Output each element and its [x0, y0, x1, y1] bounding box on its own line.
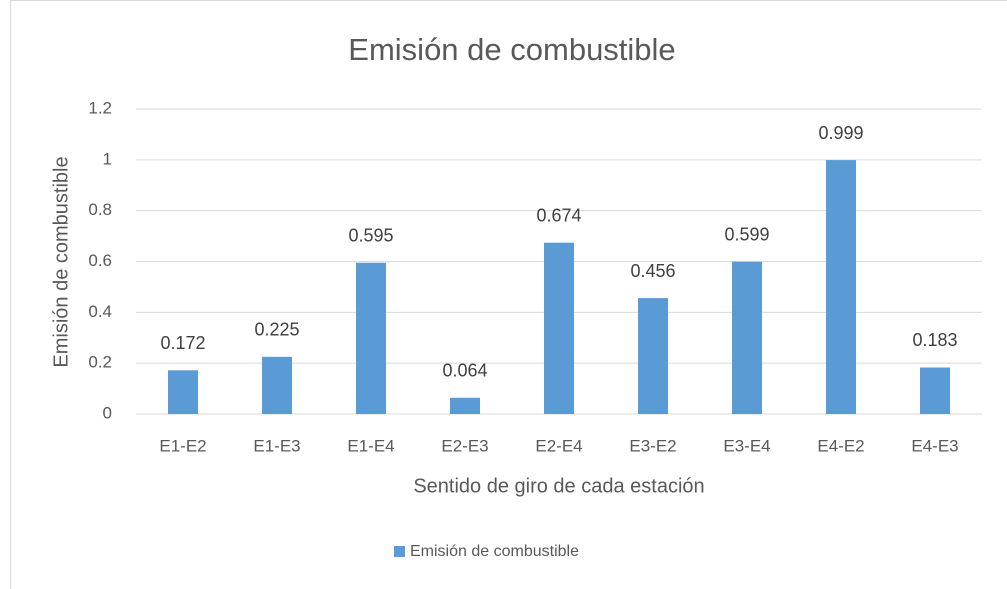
data-label: 0.225 — [254, 320, 299, 340]
data-label: 0.674 — [536, 205, 581, 225]
x-tick-label: E4-E3 — [911, 436, 958, 455]
y-tick-label: 0.6 — [88, 251, 112, 270]
bar — [544, 242, 574, 414]
x-tick-label: E3-E4 — [723, 436, 770, 455]
y-tick-label: 0.2 — [88, 353, 112, 372]
data-label: 0.599 — [724, 225, 769, 245]
data-label: 0.064 — [442, 360, 487, 380]
bar — [450, 397, 480, 414]
bar — [356, 262, 386, 414]
data-label: 0.999 — [818, 123, 863, 143]
data-label: 0.172 — [160, 333, 205, 353]
y-tick-label: 1 — [103, 149, 112, 168]
bar — [732, 261, 762, 414]
x-tick-label: E4-E2 — [817, 436, 864, 455]
x-tick-label: E2-E3 — [441, 436, 488, 455]
x-axis-label: Sentido de giro de cada estación — [413, 475, 704, 497]
y-tick-label: 0.8 — [88, 200, 112, 219]
data-label: 0.456 — [630, 261, 675, 281]
bar — [638, 298, 668, 414]
chart-border — [10, 0, 1007, 589]
y-tick-label: 0.4 — [88, 302, 112, 321]
legend-swatch — [394, 546, 405, 557]
legend-label: Emisión de combustible — [410, 543, 579, 560]
x-tick-label: E3-E2 — [629, 436, 676, 455]
bar — [168, 370, 198, 414]
y-axis-label: Emisión de combustible — [50, 156, 72, 367]
y-tick-label: 1.2 — [88, 98, 112, 117]
bar — [262, 356, 292, 414]
bar — [920, 367, 950, 414]
bar — [826, 160, 856, 414]
data-label: 0.595 — [348, 226, 393, 246]
x-tick-label: E1-E4 — [347, 436, 394, 455]
x-tick-label: E1-E3 — [253, 436, 300, 455]
x-tick-label: E1-E2 — [159, 436, 206, 455]
data-label: 0.183 — [912, 330, 957, 350]
chart-title: Emisión de combustible — [348, 32, 675, 67]
x-tick-label: E2-E4 — [535, 436, 582, 455]
y-tick-label: 0 — [103, 403, 112, 422]
